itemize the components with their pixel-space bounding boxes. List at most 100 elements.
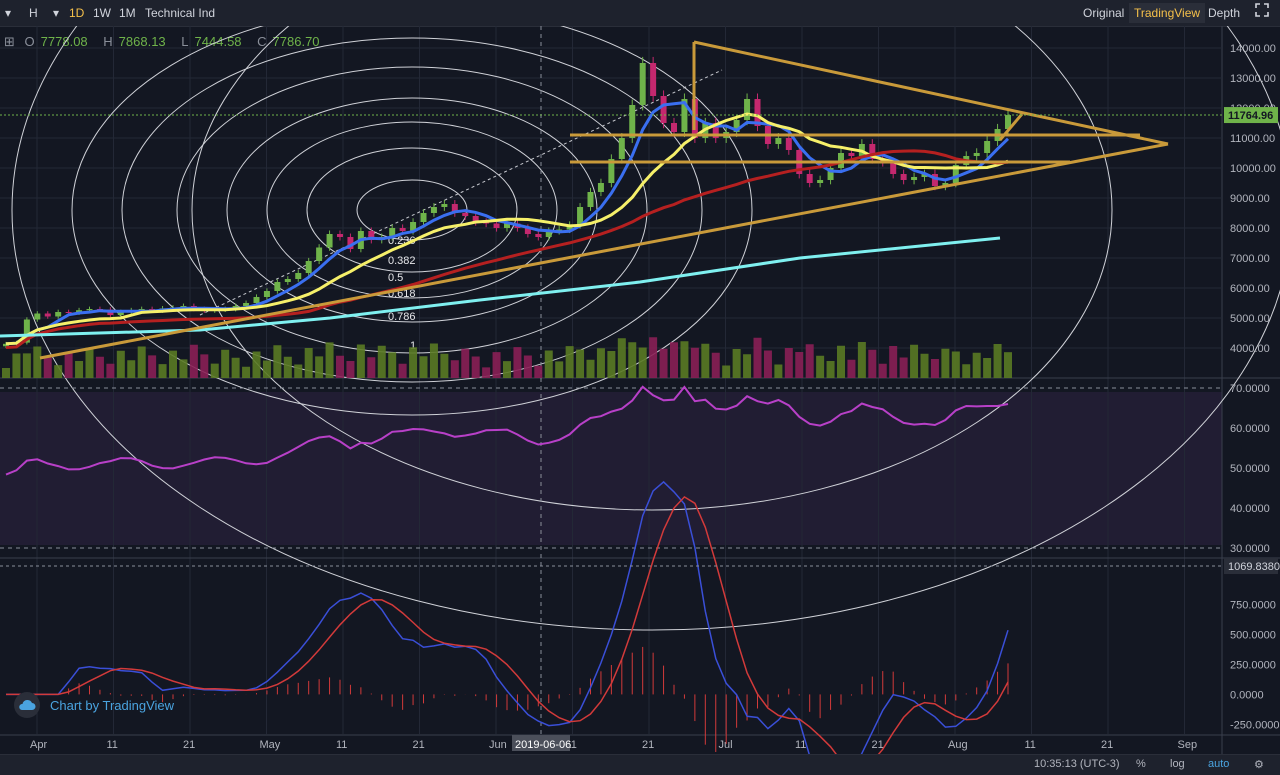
- candle-body: [504, 223, 510, 228]
- high-key: H: [103, 34, 113, 49]
- candle-body: [587, 192, 594, 207]
- macd-last-value: 1069.8380: [1228, 561, 1280, 573]
- price-tick-label: 13000.00: [1230, 73, 1276, 85]
- open-key: O: [24, 34, 35, 49]
- rsi-tick-label: 30.0000: [1230, 543, 1270, 555]
- technical-indicators-button[interactable]: Technical Ind: [145, 6, 216, 20]
- candle-body: [618, 138, 625, 159]
- candle-body: [639, 63, 646, 105]
- plus-square-icon[interactable]: ⊞: [4, 34, 15, 49]
- candle-body: [3, 343, 9, 347]
- candle-body: [274, 282, 281, 291]
- volume-bar: [638, 347, 647, 378]
- candle-body: [597, 183, 604, 192]
- volume-bar: [200, 354, 209, 378]
- volume-bar: [482, 367, 491, 378]
- candle-body: [430, 207, 437, 213]
- candle-body: [441, 204, 448, 207]
- percent-scale-toggle[interactable]: %: [1136, 758, 1146, 770]
- date-tick-label: Aug: [948, 739, 968, 751]
- date-tick-label: 21: [872, 739, 884, 751]
- candle-body: [827, 168, 834, 180]
- macd-tick-label: 500.0000: [1230, 629, 1276, 641]
- ma-yellow-line: [5, 112, 1009, 346]
- price-tick-label: 9000.00: [1230, 193, 1270, 205]
- volume-bar: [252, 351, 261, 378]
- log-scale-toggle[interactable]: log: [1170, 758, 1185, 770]
- interval-1d[interactable]: 1D: [69, 6, 85, 20]
- volume-bar: [555, 361, 564, 378]
- ohlc-legend: ⊞ O 7778.08 H 7868.13 L 7444.58 C 7786.70: [4, 34, 332, 50]
- interval-hour[interactable]: H: [29, 6, 38, 20]
- date-tick-label: Jun: [489, 739, 507, 751]
- rsi-tick-label: 40.0000: [1230, 503, 1270, 515]
- volume-bar: [795, 352, 804, 378]
- volume-bar: [262, 360, 271, 378]
- candle-body: [44, 313, 51, 317]
- candle-body: [326, 234, 333, 248]
- settings-gear-icon[interactable]: ⚙: [1254, 759, 1264, 771]
- volume-bar: [690, 347, 699, 378]
- volume-bar: [544, 350, 553, 378]
- price-tick-label: 4000.00: [1230, 343, 1270, 355]
- rsi-band: [0, 392, 1222, 545]
- interval-1m[interactable]: 1M: [119, 6, 136, 20]
- low-key: L: [181, 34, 189, 49]
- tradingview-brand[interactable]: Chart by TradingView: [14, 692, 174, 718]
- date-tick-label: Jul: [719, 739, 733, 751]
- interval-1w[interactable]: 1W: [93, 6, 111, 20]
- triangle-lower-line: [39, 142, 1169, 360]
- volume-bar: [722, 365, 731, 378]
- candle-body: [368, 231, 375, 240]
- candle-body: [117, 312, 124, 315]
- volume-bar: [409, 347, 418, 378]
- candle-body: [900, 174, 907, 180]
- ma-cyan-line: [0, 236, 1001, 338]
- fib-circle: [306, 147, 518, 273]
- volume-bar: [565, 346, 574, 378]
- view-tradingview-button[interactable]: TradingView: [1129, 3, 1206, 23]
- volume-bar: [899, 357, 908, 378]
- candle-body: [420, 213, 427, 222]
- volume-bar: [586, 359, 595, 378]
- candle-body: [389, 228, 396, 237]
- volume-bar: [346, 361, 355, 378]
- crosshair-date-label: 2019-06-06: [515, 739, 571, 751]
- volume-bar: [22, 353, 31, 378]
- volume-bar: [951, 351, 960, 378]
- volume-bar: [356, 344, 365, 378]
- candle-body: [76, 310, 83, 313]
- close-key: C: [257, 34, 267, 49]
- candle-body: [660, 96, 667, 123]
- volume-bar: [576, 349, 585, 378]
- candle-body: [138, 309, 145, 311]
- candle-body: [650, 63, 657, 96]
- volume-bar: [1004, 352, 1012, 378]
- volume-bar: [503, 361, 511, 378]
- view-original-button[interactable]: Original: [1083, 6, 1125, 20]
- volume-bar: [972, 352, 981, 378]
- candle-body: [410, 222, 417, 231]
- macd-tick-label: -250.0000: [1230, 719, 1280, 731]
- brand-label: Chart by TradingView: [50, 697, 175, 713]
- expand-icon[interactable]: [1250, 3, 1274, 23]
- volume-bar: [868, 349, 877, 378]
- interval-dropdown-icon[interactable]: ▾: [5, 6, 12, 20]
- candle-body: [744, 99, 751, 120]
- volume-bar: [304, 348, 313, 378]
- candle-body: [712, 123, 719, 138]
- chart-area[interactable]: 14000.0013000.0012000.0011000.0010000.00…: [0, 26, 1280, 754]
- volume-bar: [805, 344, 814, 378]
- volume-bar: [617, 338, 626, 378]
- auto-scale-toggle[interactable]: auto: [1208, 758, 1230, 770]
- volume-bar: [534, 365, 543, 378]
- volume-bar: [158, 364, 167, 378]
- price-tick-label: 10000.00: [1230, 163, 1276, 175]
- volume-bar: [878, 363, 887, 378]
- chevron-down-icon[interactable]: ▾: [53, 6, 60, 20]
- price-tick-label: 5000.00: [1230, 313, 1270, 325]
- volume-bar: [774, 364, 783, 378]
- candle-body: [733, 120, 740, 132]
- view-depth-button[interactable]: Depth: [1208, 6, 1241, 20]
- fib-level-label: 0.382: [388, 255, 416, 267]
